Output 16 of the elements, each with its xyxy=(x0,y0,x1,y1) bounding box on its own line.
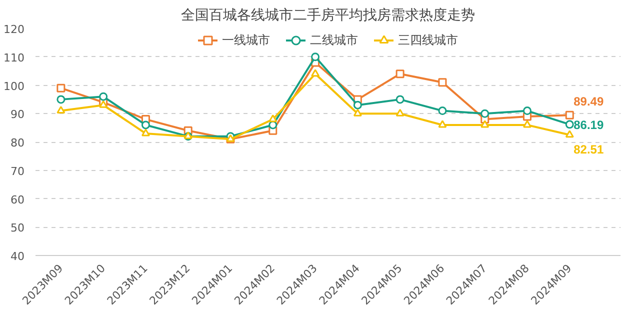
legend-label: 二线城市 xyxy=(310,32,358,48)
data-label: 86.19 xyxy=(574,118,604,132)
chart-title: 全国百城各线城市二手房平均找房需求热度走势 xyxy=(181,8,475,24)
y-tick-label: 60 xyxy=(10,193,25,206)
y-tick-label: 80 xyxy=(10,136,25,150)
legend-label: 三四线城市 xyxy=(398,32,458,48)
data-label: 89.49 xyxy=(574,94,604,109)
y-tick-label: 120 xyxy=(4,23,25,36)
y-tick-label: 110 xyxy=(4,51,25,64)
y-tick-label: 70 xyxy=(10,164,25,178)
y-tick-label: 100 xyxy=(4,80,25,93)
y-tick-label: 50 xyxy=(10,222,25,235)
y-tick-label: 90 xyxy=(10,108,25,122)
data-label: 82.51 xyxy=(574,142,604,156)
y-tick-label: 40 xyxy=(10,250,25,263)
legend-label: 一线城市 xyxy=(222,32,270,48)
